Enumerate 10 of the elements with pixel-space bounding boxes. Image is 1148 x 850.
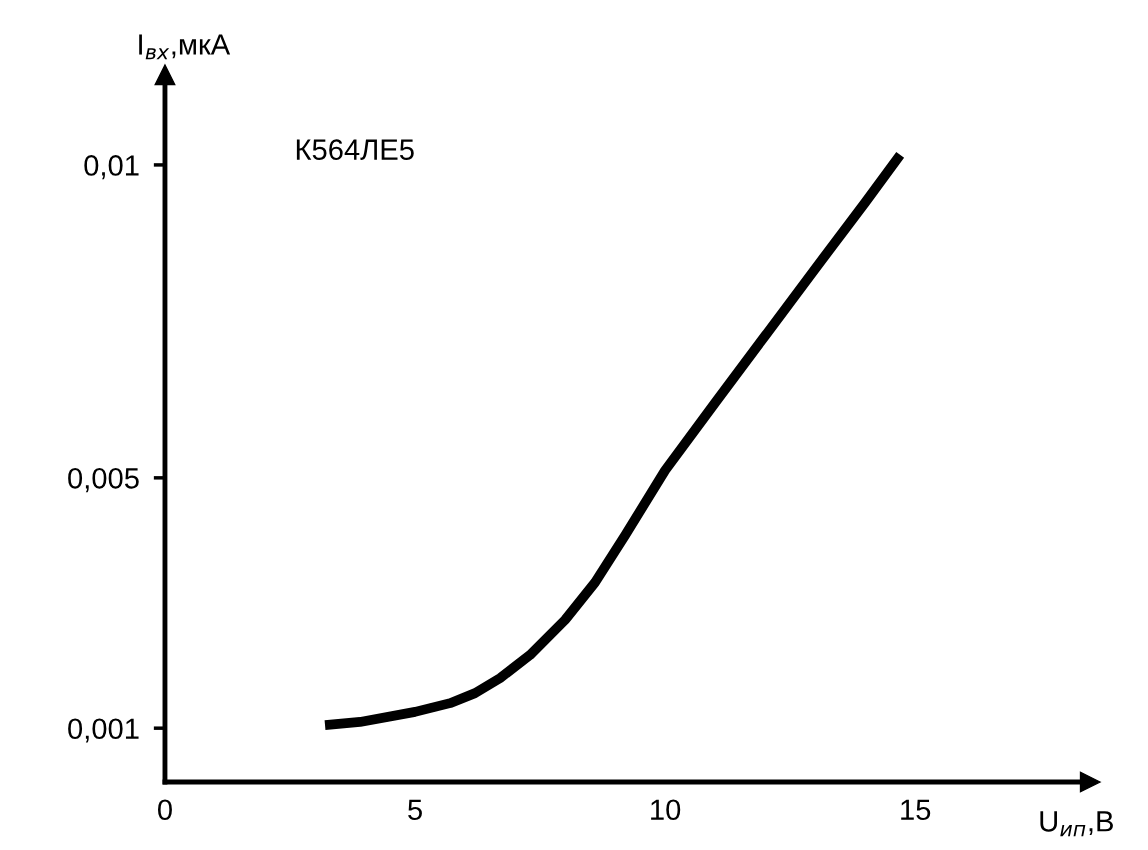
y-axis-title: I$_{вх}$,мкА: [139, 34, 231, 60]
x-tick-label: 10: [651, 799, 681, 821]
y-tick-label: 0,001: [68, 718, 139, 743]
x-tick-label: 15: [901, 799, 931, 821]
y-tick-label: 0,01: [84, 155, 139, 180]
x-axis-title: U$_{ип}$,В: [1040, 811, 1113, 837]
x-tick-label: 5: [408, 799, 422, 821]
y-tick-label: 0,005: [68, 468, 139, 493]
x-tick-label: 0: [158, 799, 172, 821]
annotation: К564ЛЕ5: [296, 139, 414, 160]
